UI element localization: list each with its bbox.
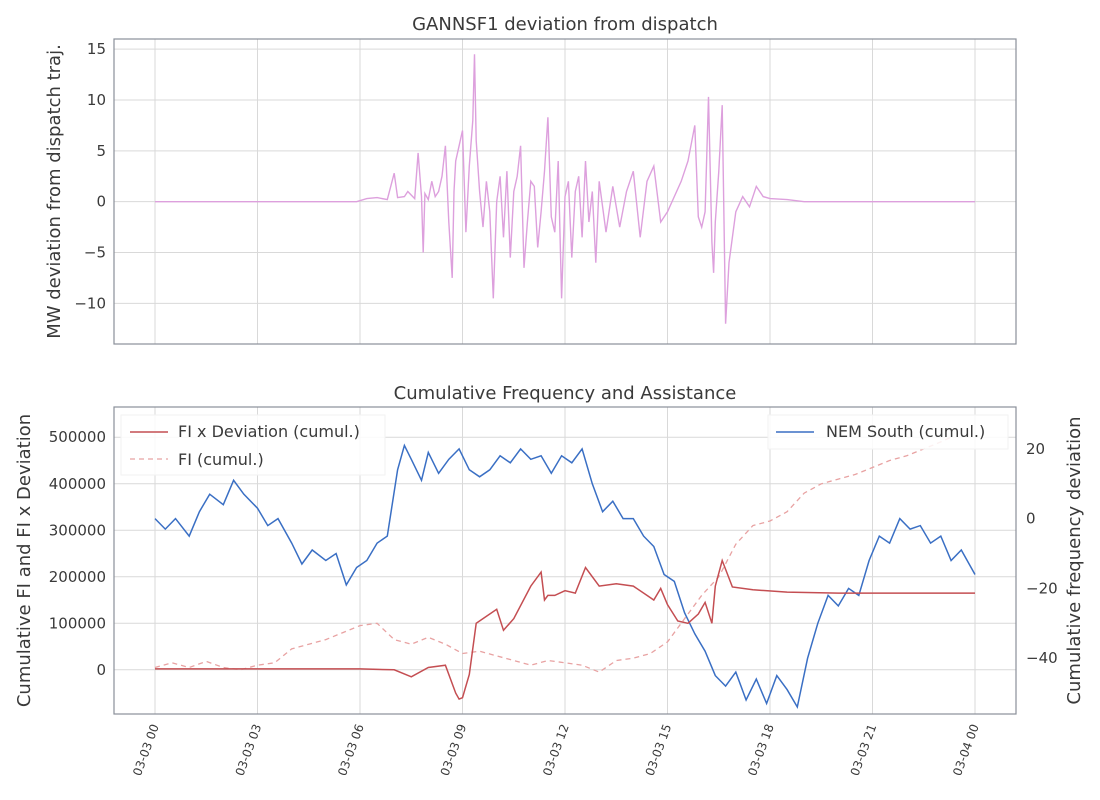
series-line-nem-south-cumul (154, 443, 976, 710)
bottom-y-tick-label: 0 (96, 661, 106, 679)
series-line-fi-x-deviation-cumul (155, 558, 975, 701)
bottom-y2-tick-label: 20 (1026, 440, 1045, 458)
top-y-axis-label: MW deviation from dispatch traj. (44, 44, 65, 339)
x-tick-label: 03-03 03 (233, 722, 265, 777)
legend-label-fi-x-deviation: FI x Deviation (cumul.) (178, 422, 360, 441)
top-y-tick-label: 15 (87, 40, 106, 58)
x-tick-label: 03-03 06 (335, 722, 367, 777)
top-y-tick-label: 5 (96, 142, 106, 160)
legend-left-box (120, 414, 386, 476)
x-tick-label: 03-03 09 (438, 722, 470, 777)
top-y-tick-label: 10 (87, 91, 106, 109)
series-line-deviation (155, 54, 975, 324)
bottom-y2-tick-label: 0 (1026, 510, 1036, 528)
bottom-y2-axis-label: Cumulative frequency deviation (1064, 416, 1085, 704)
legend-label-nem-south: NEM South (cumul.) (826, 422, 985, 441)
top-y-tick-label: −10 (74, 294, 106, 312)
bottom-y-tick-label: 100000 (49, 614, 106, 632)
top-chart-frame (113, 38, 1017, 345)
legend-left: FI x Deviation (cumul.) FI (cumul.) (120, 414, 386, 476)
bottom-chart-title: Cumulative Frequency and Assistance (394, 383, 737, 404)
bottom-y-tick-label: 500000 (49, 428, 106, 446)
x-tick-label: 03-03 12 (540, 722, 572, 777)
bottom-y-tick-label: 400000 (49, 475, 106, 493)
legend-label-fi-cumul: FI (cumul.) (178, 450, 264, 469)
bottom-y-axis-label: Cumulative FI and FI x Deviation (14, 414, 35, 707)
x-tick-label: 03-03 21 (848, 722, 880, 777)
bottom-y-tick-label: 300000 (49, 521, 106, 539)
bottom-y-tick-label: 200000 (49, 568, 106, 586)
top-chart: −10 −5 0 5 10 15 GANNSF1 deviation from dispa… (44, 14, 1017, 345)
bottom-y2-tick-label: −20 (1026, 579, 1058, 597)
x-tick-label: 03-03 00 (130, 722, 162, 777)
x-tick-label: 03-03 15 (643, 722, 675, 777)
top-y-tick-label: −5 (84, 244, 106, 262)
x-tick-label: 03-03 18 (745, 722, 777, 777)
bottom-chart-frame (113, 406, 1017, 715)
legend-right: NEM South (cumul.) (767, 414, 1009, 450)
bottom-chart: 0 100000 200000 300000 400000 500000 −40 −20 0 20… (14, 383, 1085, 778)
x-tick-label: 03-04 00 (950, 722, 982, 777)
top-chart-title: GANNSF1 deviation from dispatch (412, 14, 718, 35)
top-y-tick-label: 0 (96, 193, 106, 211)
bottom-y2-tick-label: −40 (1026, 649, 1058, 667)
